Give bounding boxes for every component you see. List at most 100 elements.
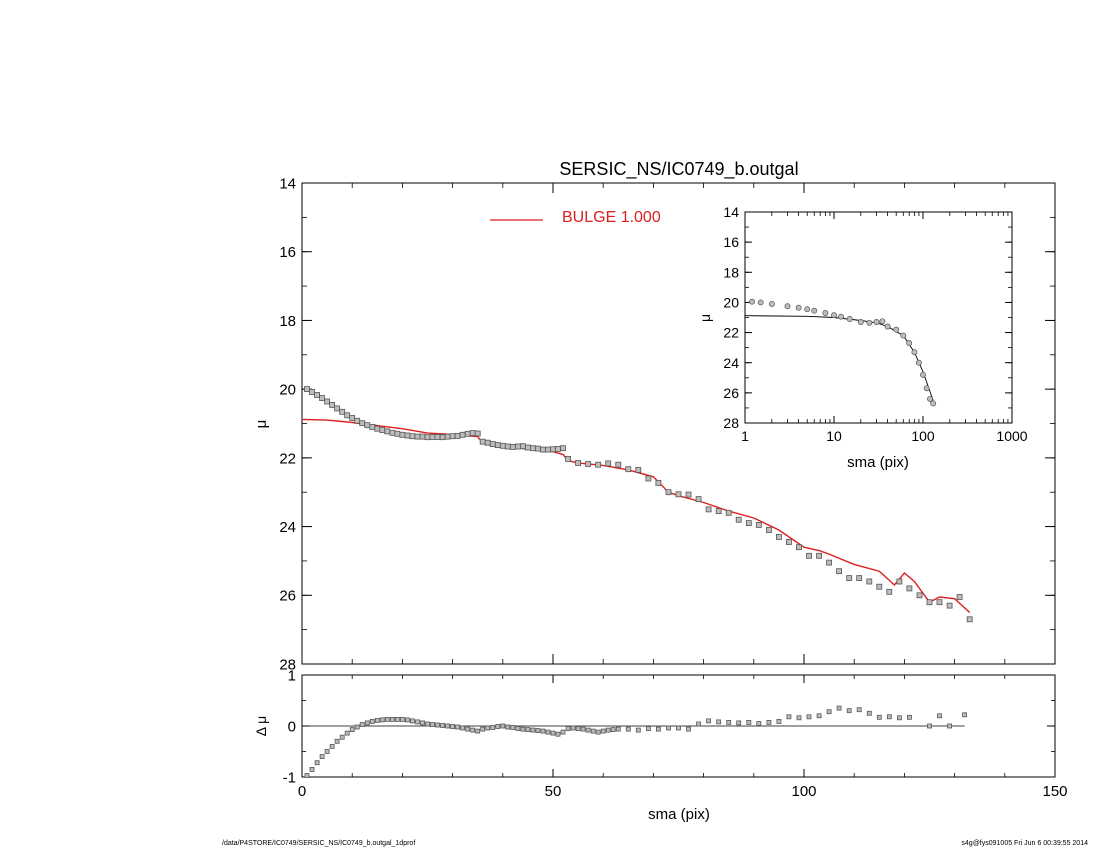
data-point <box>776 719 782 724</box>
footer-timestamp: s4g@fys091005 Fri Jun 6 00:39:55 2014 <box>961 840 1088 847</box>
data-point <box>389 429 396 436</box>
data-point <box>339 734 345 740</box>
data-point <box>695 496 702 503</box>
y-tick-label: 18 <box>279 313 296 330</box>
data-point <box>309 388 315 395</box>
data-point <box>822 310 829 316</box>
data-point <box>459 431 466 438</box>
data-point <box>796 544 802 551</box>
data-point <box>906 340 913 347</box>
data-point <box>414 433 421 440</box>
data-point <box>665 489 672 496</box>
x-tick-label: 50 <box>545 783 562 800</box>
data-point <box>766 720 772 725</box>
data-point <box>879 318 886 325</box>
y-tick-label: 28 <box>723 415 739 431</box>
y-tick-label: 0 <box>288 718 296 735</box>
data-point <box>926 599 933 606</box>
data-point <box>907 714 912 720</box>
data-point <box>655 479 662 486</box>
data-point <box>469 430 476 437</box>
data-point <box>590 728 596 734</box>
data-point <box>409 718 415 724</box>
data-point <box>565 455 571 462</box>
data-point <box>369 719 375 724</box>
data-point <box>956 594 963 600</box>
data-point <box>755 522 762 528</box>
inset-ticks: 1 10 100 1000 14 16 18 20 22 24 26 28 <box>723 204 1027 444</box>
data-point <box>329 744 335 749</box>
data-point <box>535 445 541 452</box>
data-point <box>816 552 822 559</box>
x-tick-label: 10 <box>826 428 842 444</box>
data-point <box>595 461 602 468</box>
data-point <box>419 433 426 440</box>
data-point <box>625 466 632 473</box>
residual-ticks: 0 50 100 150-101 <box>283 667 1068 800</box>
data-point <box>560 729 566 735</box>
main-title: SERSIC_NS/IC0749_b.outgal <box>559 159 798 180</box>
residual-y-label: Δ μ <box>253 716 269 737</box>
data-point <box>489 441 496 448</box>
y-tick-label: 22 <box>279 450 296 467</box>
data-point <box>725 509 732 516</box>
data-point <box>545 446 551 453</box>
data-point <box>886 588 893 595</box>
data-point <box>876 583 883 590</box>
data-point <box>515 443 521 450</box>
data-point <box>675 491 682 498</box>
data-point <box>510 725 516 730</box>
data-point <box>595 729 601 735</box>
legend: BULGE 1.000 <box>490 209 661 226</box>
data-point <box>394 430 401 437</box>
y-tick-label: 16 <box>279 244 296 261</box>
data-point <box>735 516 742 523</box>
data-point <box>846 575 853 581</box>
data-point <box>364 422 371 429</box>
data-point <box>349 727 355 732</box>
data-point <box>656 726 661 732</box>
data-point <box>304 386 310 393</box>
data-point <box>826 709 832 715</box>
data-point <box>525 444 531 451</box>
data-point <box>911 349 918 356</box>
data-point <box>429 433 436 440</box>
residual-x-label: sma (pix) <box>648 806 710 823</box>
data-point <box>440 723 446 728</box>
inset-y-label: μ <box>697 314 713 322</box>
data-point <box>936 599 943 606</box>
data-point <box>906 585 913 592</box>
data-point <box>776 534 782 540</box>
inset-x-label: sma (pix) <box>847 454 909 471</box>
data-point <box>399 431 406 438</box>
data-point <box>836 705 842 711</box>
data-point <box>927 395 933 402</box>
data-point <box>565 726 571 731</box>
data-point <box>494 442 501 449</box>
data-point <box>766 527 772 533</box>
data-point <box>339 408 346 415</box>
data-point <box>404 717 410 723</box>
data-point <box>334 738 340 744</box>
data-point <box>470 727 476 733</box>
data-point <box>530 445 536 452</box>
data-point <box>749 298 755 305</box>
data-point <box>580 726 586 732</box>
data-point <box>857 319 864 325</box>
data-point <box>893 326 900 333</box>
data-point <box>811 307 818 314</box>
data-point <box>394 717 400 722</box>
data-point <box>535 728 541 733</box>
data-point <box>615 461 622 468</box>
data-point <box>474 430 481 437</box>
data-point <box>804 306 811 313</box>
data-point <box>520 726 526 732</box>
data-point <box>499 442 506 449</box>
data-point <box>545 729 551 735</box>
data-point <box>716 719 722 725</box>
data-point <box>449 433 456 440</box>
data-point <box>927 723 932 729</box>
data-point <box>806 552 812 559</box>
y-tick-label: 28 <box>279 656 296 673</box>
